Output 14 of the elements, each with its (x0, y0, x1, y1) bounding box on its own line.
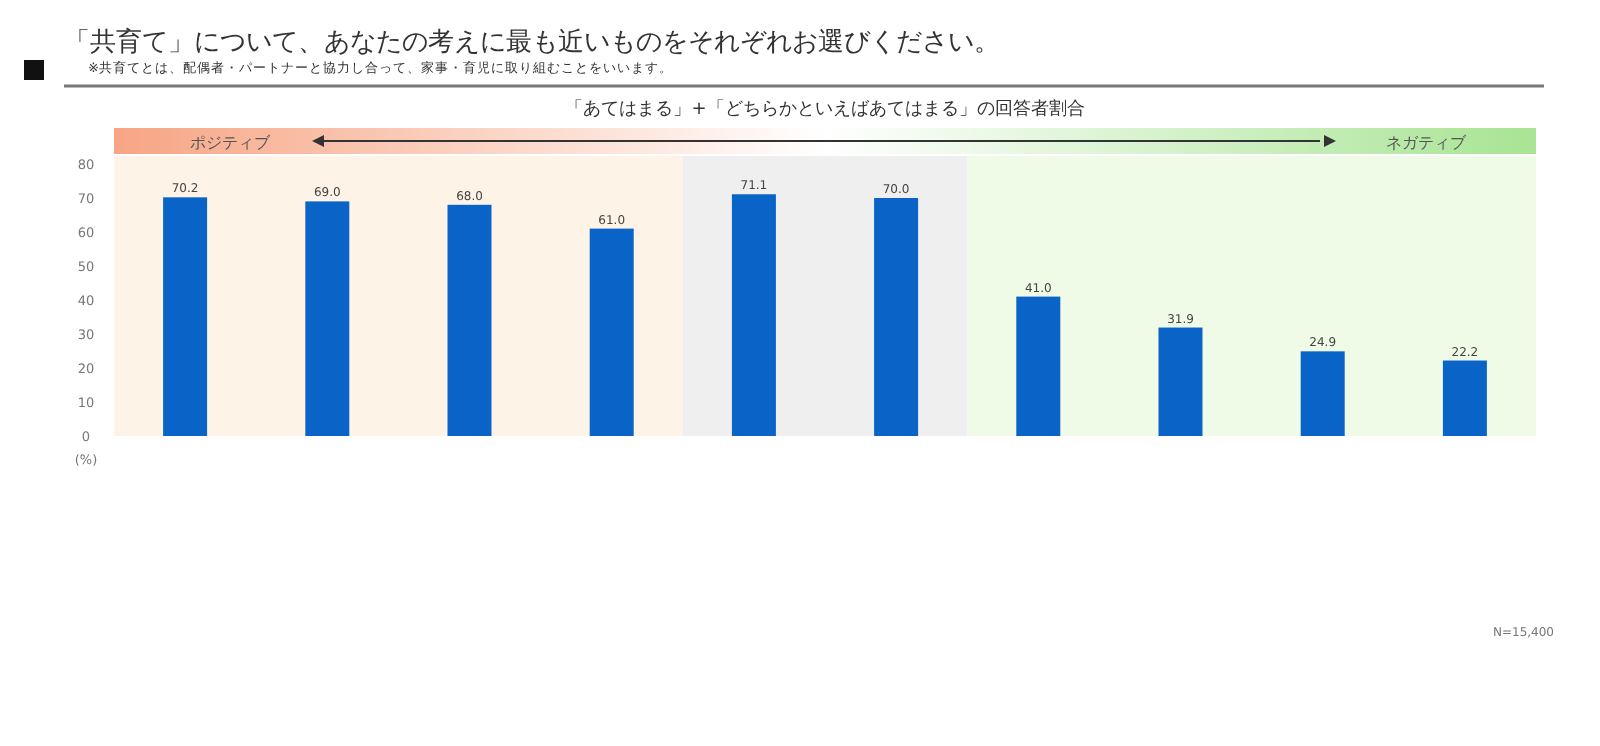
bar (1016, 296, 1061, 436)
bar (447, 204, 492, 436)
bar (1442, 360, 1487, 436)
text: ポジティブ (190, 134, 272, 152)
bar (163, 197, 208, 436)
bar (874, 198, 919, 436)
bar (305, 201, 350, 436)
bar (589, 228, 634, 436)
text: ネガティブ (1386, 134, 1468, 152)
bar (1300, 351, 1345, 436)
x-axis-title: 「あてはまる」+「どちらかといえばあてはまる」の回答者割合 (565, 98, 1085, 120)
bar (1158, 327, 1203, 436)
chart-title: 「共育て」について、あなたの考えに最も近いものをそれぞれお選びください。 (64, 26, 1000, 58)
bar (731, 194, 776, 436)
